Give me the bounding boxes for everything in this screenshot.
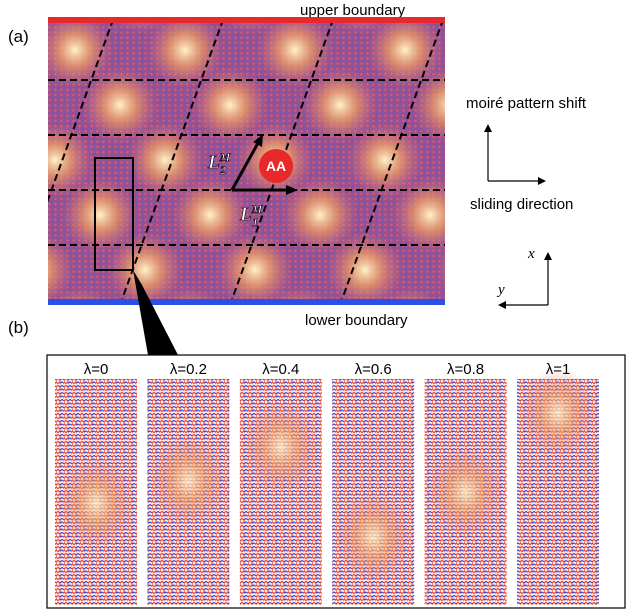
dashed-line: [340, 22, 444, 301]
moire-spot: [457, 122, 533, 198]
aa-glow: [335, 492, 412, 583]
moire-spot: [160, 287, 220, 301]
moire-spot: [380, 287, 440, 301]
moire-spot: [282, 177, 358, 253]
panel-title: λ=0: [84, 361, 109, 378]
moire-spot: [107, 232, 183, 301]
moire-spot: [82, 67, 158, 143]
moire-spot: [477, 12, 553, 88]
moire-spot: [542, 0, 618, 33]
moire-spot: [567, 122, 633, 198]
moire-spot: [437, 246, 445, 294]
moire-spot: [587, 12, 633, 88]
vector-sup: M: [251, 202, 263, 216]
moire-spot: [0, 67, 48, 143]
moire-spot: [172, 177, 248, 253]
lattice-vectors: [230, 134, 298, 195]
moire-spot: [502, 177, 578, 253]
moire-spot: [217, 232, 293, 301]
shift-label: moiré pattern shift: [466, 95, 587, 112]
aa-glow: [150, 435, 227, 526]
moire-spot: [127, 122, 203, 198]
moire-spot: [612, 177, 633, 253]
vector-sub: 2: [219, 163, 226, 177]
vector-sub: 1: [252, 215, 258, 229]
panel-b-frame: [46, 354, 626, 609]
axis-x-label: x: [527, 246, 535, 262]
selection-box: [94, 157, 134, 271]
sliding-label: sliding direction: [470, 196, 573, 213]
vector-base: L: [239, 204, 252, 225]
moire-spot: [192, 67, 268, 143]
aa-glow: [520, 367, 596, 458]
dashed-line: [48, 22, 114, 203]
axis-arrows: [498, 252, 552, 309]
moire-spot: [0, 287, 8, 363]
moire-spot: [0, 177, 28, 253]
dashed-line: [120, 22, 224, 301]
upper-boundary: [48, 17, 445, 23]
aa-glow: [58, 458, 134, 549]
moire-spot: [547, 232, 623, 308]
vector-sup: M: [219, 150, 231, 164]
panel-label: (b): [8, 318, 29, 337]
vector-base: L: [207, 152, 220, 173]
dashed-line: [0, 17, 4, 305]
moire-spot: [48, 22, 113, 88]
moire-spot: [347, 122, 423, 198]
vector-label: LM 2: [207, 150, 231, 177]
dashed-line: [450, 17, 554, 305]
vector-label: LM 1: [239, 202, 263, 229]
moire-spot: [50, 287, 110, 301]
panel-title: λ=0.6: [355, 361, 392, 378]
axis-y-label: y: [496, 282, 505, 298]
moire-spot: [0, 12, 3, 88]
panel-label: (a): [8, 27, 29, 46]
moire-spot: [392, 177, 445, 253]
moire-spot: [482, 287, 558, 363]
moire-spot: [327, 232, 403, 301]
moire-pattern: [0, 0, 633, 418]
lower-boundary-label: lower boundary: [305, 312, 408, 329]
direction-arrows: [484, 124, 546, 185]
zoom-wedge: [133, 270, 178, 355]
lower-boundary: [48, 299, 445, 305]
moire-spot: [62, 177, 138, 253]
aa-glow: [242, 401, 319, 492]
panel-title: λ=0.4: [262, 361, 299, 378]
moire-spot: [302, 67, 378, 143]
aa-label: AA: [266, 158, 286, 174]
moire-spot: [48, 122, 93, 198]
panel-title: λ=0.8: [447, 361, 484, 378]
panel-title: λ=0.2: [170, 361, 207, 378]
moire-spot: [412, 67, 445, 143]
moire-spot: [0, 342, 53, 418]
moire-spot: [48, 234, 73, 301]
moire-spot: [592, 287, 633, 363]
upper-boundary-label: upper boundary: [300, 2, 406, 19]
moire-spot: [270, 287, 330, 301]
aa-glow: [427, 447, 504, 537]
aa-site: [259, 149, 293, 183]
dashed-line: [230, 22, 334, 301]
